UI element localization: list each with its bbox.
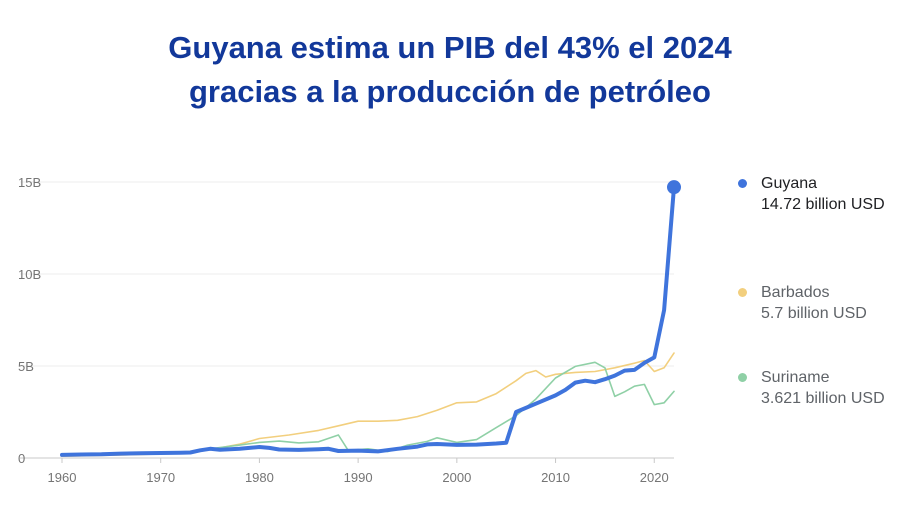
y-tick-label: 15B: [18, 175, 41, 190]
x-tick-label: 2020: [640, 470, 669, 485]
y-tick-label: 5B: [18, 359, 34, 374]
x-axis-ticks: 1960 1970 1980 1990 2000 2010 2020: [48, 458, 669, 485]
legend-dot-guyana: [738, 179, 747, 188]
y-tick-label: 0: [18, 451, 25, 466]
x-tick-label: 1970: [146, 470, 175, 485]
series-line-suriname: [209, 361, 675, 453]
x-tick-label: 1990: [344, 470, 373, 485]
legend-item-barbados: Barbados 5.7 billion USD: [738, 282, 898, 324]
end-markers: [667, 180, 681, 195]
chart-title-line-2: gracias a la producción de petróleo: [189, 74, 711, 109]
legend-value-guyana: 14.72 billion USD: [761, 196, 885, 213]
legend-dot-barbados: [738, 288, 747, 297]
x-tick-label: 1980: [245, 470, 274, 485]
y-tick-label: 10B: [18, 267, 41, 282]
legend-label-guyana: Guyana: [761, 175, 818, 192]
legend-value-suriname: 3.621 billion USD: [761, 390, 885, 407]
series-line-guyana: [60, 185, 676, 457]
legend-item-suriname: Suriname 3.621 billion USD: [738, 367, 898, 409]
x-tick-label: 1960: [48, 470, 77, 485]
legend-value-barbados: 5.7 billion USD: [761, 305, 867, 322]
series-lines: [60, 185, 676, 457]
grid-lines: [20, 181, 674, 459]
series-line-barbados: [61, 352, 675, 457]
legend-label-suriname: Suriname: [761, 369, 830, 386]
x-tick-label: 2000: [442, 470, 471, 485]
x-tick-label: 2010: [541, 470, 570, 485]
end-point-guyana: [667, 180, 681, 195]
legend-item-guyana: Guyana 14.72 billion USD: [738, 173, 898, 215]
chart-title-line-1: Guyana estima un PIB del 43% el 2024: [168, 30, 732, 65]
legend-dot-suriname: [738, 373, 747, 382]
chart-title: Guyana estima un PIB del 43% el 2024 gra…: [0, 26, 900, 114]
y-axis-ticks: 0 5B 10B 15B: [18, 175, 41, 466]
legend-label-barbados: Barbados: [761, 284, 830, 301]
